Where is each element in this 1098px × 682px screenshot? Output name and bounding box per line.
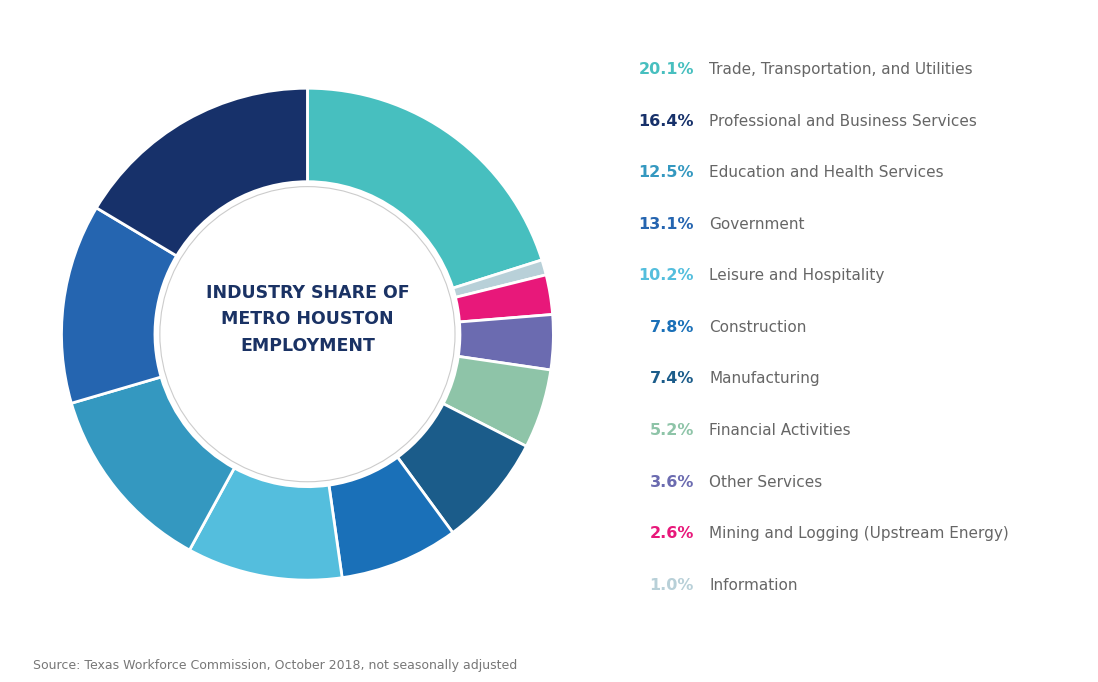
Text: 16.4%: 16.4% — [638, 114, 694, 129]
Wedge shape — [456, 275, 552, 322]
Text: 1.0%: 1.0% — [650, 578, 694, 593]
Wedge shape — [329, 457, 452, 578]
Wedge shape — [61, 208, 177, 403]
Text: 13.1%: 13.1% — [638, 217, 694, 232]
Text: 20.1%: 20.1% — [638, 62, 694, 77]
Wedge shape — [190, 468, 343, 580]
Text: Construction: Construction — [709, 320, 806, 335]
Text: Trade, Transportation, and Utilities: Trade, Transportation, and Utilities — [709, 62, 973, 77]
Text: Manufacturing: Manufacturing — [709, 372, 820, 387]
Text: Professional and Business Services: Professional and Business Services — [709, 114, 977, 129]
Wedge shape — [444, 357, 551, 446]
Text: Other Services: Other Services — [709, 475, 822, 490]
Text: Financial Activities: Financial Activities — [709, 423, 851, 438]
Text: Mining and Logging (Upstream Energy): Mining and Logging (Upstream Energy) — [709, 526, 1009, 541]
Circle shape — [160, 187, 455, 481]
Wedge shape — [397, 404, 526, 533]
Text: 2.6%: 2.6% — [650, 526, 694, 541]
Text: Leisure and Hospitality: Leisure and Hospitality — [709, 268, 885, 283]
Text: 7.4%: 7.4% — [650, 372, 694, 387]
Wedge shape — [307, 88, 542, 288]
Text: Source: Texas Workforce Commission, October 2018, not seasonally adjusted: Source: Texas Workforce Commission, Octo… — [33, 659, 517, 672]
Wedge shape — [71, 377, 234, 550]
Text: 10.2%: 10.2% — [638, 268, 694, 283]
Text: 3.6%: 3.6% — [650, 475, 694, 490]
Text: 7.8%: 7.8% — [650, 320, 694, 335]
Wedge shape — [458, 314, 553, 370]
Text: Information: Information — [709, 578, 797, 593]
Text: 5.2%: 5.2% — [650, 423, 694, 438]
Wedge shape — [452, 260, 546, 297]
Text: 12.5%: 12.5% — [638, 165, 694, 180]
Text: INDUSTRY SHARE OF
METRO HOUSTON
EMPLOYMENT: INDUSTRY SHARE OF METRO HOUSTON EMPLOYME… — [205, 284, 410, 355]
Text: Education and Health Services: Education and Health Services — [709, 165, 943, 180]
Text: Government: Government — [709, 217, 805, 232]
Wedge shape — [97, 88, 307, 256]
